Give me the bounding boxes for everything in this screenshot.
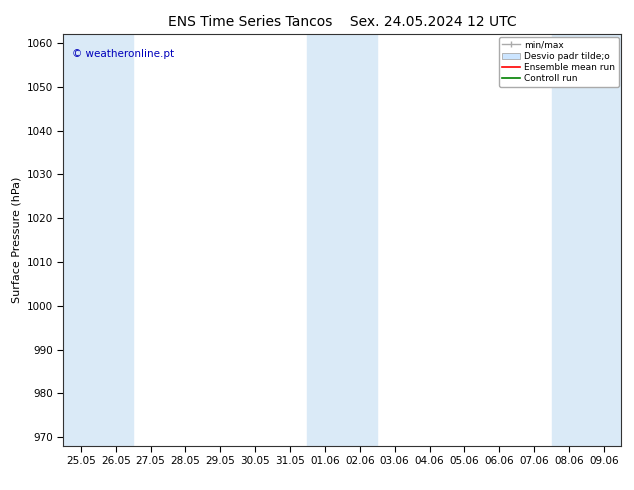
Y-axis label: Surface Pressure (hPa): Surface Pressure (hPa) (11, 177, 21, 303)
Bar (63, 34, 133, 446)
Text: © weatheronline.pt: © weatheronline.pt (72, 49, 174, 59)
Bar (307, 34, 377, 446)
Bar (552, 34, 621, 446)
Title: ENS Time Series Tancos    Sex. 24.05.2024 12 UTC: ENS Time Series Tancos Sex. 24.05.2024 1… (168, 15, 517, 29)
Legend: min/max, Desvio padr tilde;o, Ensemble mean run, Controll run: min/max, Desvio padr tilde;o, Ensemble m… (499, 37, 619, 87)
